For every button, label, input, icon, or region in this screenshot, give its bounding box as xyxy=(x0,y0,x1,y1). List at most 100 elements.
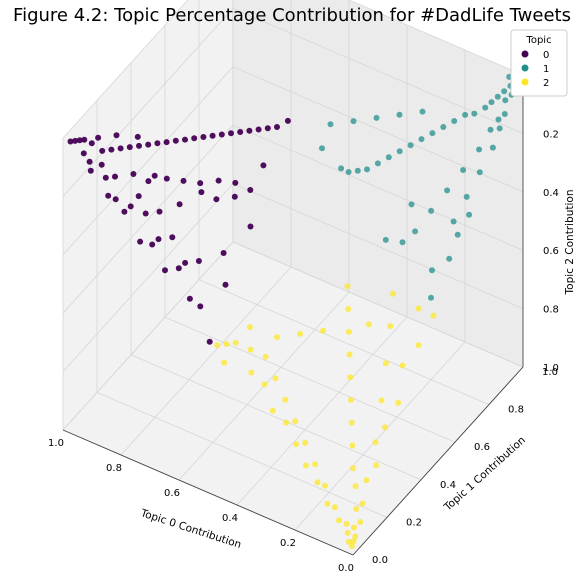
y-tick-label: 0.0 xyxy=(372,555,388,566)
topic-2-point xyxy=(357,519,364,525)
topic-2-point xyxy=(283,419,290,426)
topic-0-point xyxy=(149,241,156,248)
topic-1-point xyxy=(460,167,467,173)
topic-1-point xyxy=(495,116,502,123)
topic-2-point xyxy=(346,351,353,358)
topic-2-point xyxy=(390,290,396,297)
topic-1-point xyxy=(407,142,414,149)
topic-1-point xyxy=(345,169,352,175)
topic-0-point xyxy=(274,124,280,130)
left-wall-grid-line-horizontal xyxy=(62,183,234,372)
data-points xyxy=(67,73,520,549)
topic-0-point xyxy=(222,281,229,288)
back-wall-grid-line-horizontal xyxy=(232,124,524,251)
topic-1-point xyxy=(412,228,419,235)
topic-2-point xyxy=(345,538,352,545)
topic-2-point xyxy=(331,504,338,511)
topic-1-point xyxy=(373,114,380,121)
legend-items: 0 1 2 xyxy=(521,50,549,89)
back-wall-grid-line-horizontal xyxy=(232,183,524,309)
y-tick-label: 0.6 xyxy=(474,442,490,453)
topic-0-point xyxy=(108,146,115,153)
topic-1-point xyxy=(418,136,425,143)
topic-2-point xyxy=(351,524,357,531)
topic-1-point xyxy=(446,255,453,262)
topic-2-point xyxy=(293,441,299,448)
legend-label-topic-1: 1 xyxy=(543,64,549,75)
y-axis-line xyxy=(352,366,524,556)
topic-2-point xyxy=(269,407,276,414)
topic-0-point xyxy=(95,134,102,141)
topic-1-point xyxy=(451,118,458,124)
left-wall-grid-line-horizontal xyxy=(62,124,234,314)
topic-1-point xyxy=(471,110,478,117)
topic-2-point xyxy=(372,439,379,446)
topic-0-point xyxy=(220,250,227,256)
topic-0-point xyxy=(172,137,179,144)
topic-2-point xyxy=(399,362,406,369)
topic-2-point xyxy=(262,353,269,360)
topic-0-point xyxy=(117,145,124,152)
topic-2-point xyxy=(415,305,422,312)
floor-grid-line-x xyxy=(236,316,408,506)
topic-2-point xyxy=(248,369,255,376)
topic-2-point xyxy=(214,342,221,349)
topic-0-point xyxy=(215,177,222,184)
topic-1-point xyxy=(488,99,495,106)
topic-0-point xyxy=(113,132,120,139)
topic-0-point xyxy=(231,193,238,200)
z-tick-label: 1.0 xyxy=(543,363,559,374)
topic-0-point xyxy=(200,134,207,140)
topic-0-point xyxy=(247,223,254,230)
legend-label-topic-0: 0 xyxy=(543,50,549,61)
topic-0-point xyxy=(197,180,204,187)
topic-2-point xyxy=(373,462,380,469)
topic-1-point xyxy=(319,145,325,152)
x-tick-label: 0.4 xyxy=(222,513,238,524)
topic-1-point xyxy=(354,167,361,174)
topic-2-point xyxy=(344,283,351,290)
topic-2-point xyxy=(430,312,437,319)
topic-0-point xyxy=(72,137,79,144)
topic-0-point xyxy=(195,258,202,264)
topic-2-point xyxy=(292,418,299,425)
x-tick-label: 0.2 xyxy=(280,538,296,549)
topic-2-point xyxy=(297,330,303,337)
topic-1-point xyxy=(494,93,501,100)
topic-1-point xyxy=(466,211,473,218)
topic-1-point xyxy=(429,267,435,274)
legend-marker-topic-1 xyxy=(521,64,529,72)
topic-0-point xyxy=(136,142,142,149)
topic-1-point xyxy=(501,88,508,95)
legend-label-topic-2: 2 xyxy=(543,78,549,89)
topic-0-point xyxy=(81,136,88,143)
legend-marker-topic-2 xyxy=(521,78,529,86)
topic-0-point xyxy=(137,238,144,245)
topic-2-point xyxy=(378,397,385,404)
topic-1-point xyxy=(440,124,447,130)
topic-0-point xyxy=(206,338,213,345)
topic-2-point xyxy=(395,399,402,406)
topic-2-point xyxy=(348,419,355,426)
z-axis-label: Topic 2 Contribution xyxy=(564,190,576,296)
topic-2-point xyxy=(322,482,328,489)
topic-0-point xyxy=(176,201,183,208)
floor-grid-line-x xyxy=(294,341,466,531)
grid-lines xyxy=(62,0,524,556)
topic-2-point xyxy=(359,500,366,507)
topic-1-point xyxy=(408,201,415,208)
topic-0-point xyxy=(98,161,105,168)
y-tick-label: 1.0 xyxy=(542,367,558,378)
topic-1-point xyxy=(489,144,496,151)
left-wall-grid-line-horizontal xyxy=(62,8,234,197)
topic-1-point xyxy=(450,218,457,225)
back-wall-pane xyxy=(233,0,523,367)
topic-0-point xyxy=(163,175,170,182)
floor-grid-line-y xyxy=(198,279,490,405)
floor-grid-line-y xyxy=(130,354,422,481)
topic-2-point xyxy=(387,323,394,330)
legend-marker-topic-0 xyxy=(521,50,529,58)
topic-1-point xyxy=(419,108,426,115)
topic-1-point xyxy=(382,236,389,243)
topic-2-point xyxy=(261,381,268,388)
